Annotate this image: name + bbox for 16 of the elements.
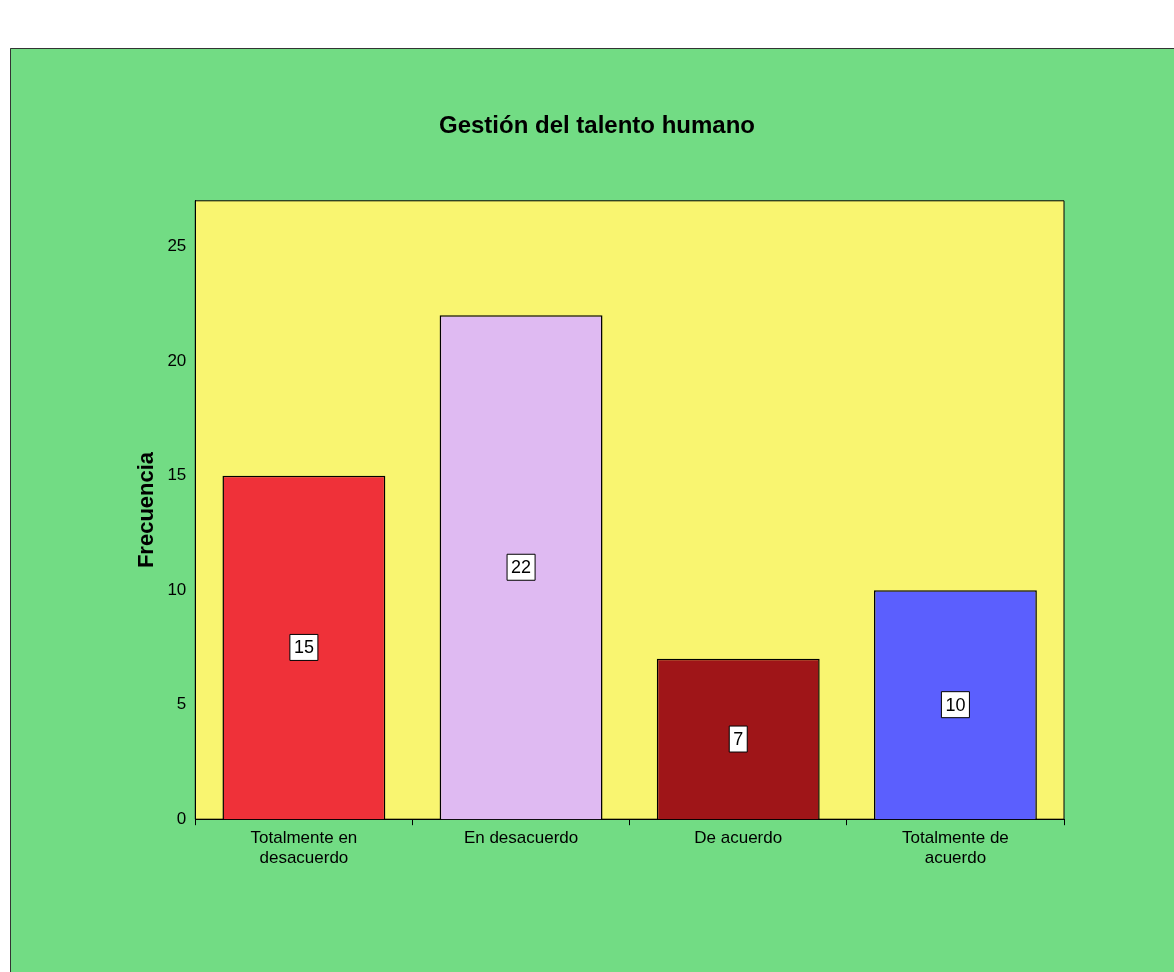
- x-tick-label: Totalmente de acuerdo: [902, 828, 1009, 868]
- x-tick-label: Totalmente en desacuerdo: [250, 828, 358, 868]
- data-label: 7: [733, 729, 744, 750]
- y-tick-label: 10: [167, 579, 187, 599]
- y-tick-label: 15: [167, 465, 187, 485]
- y-tick-label: 25: [167, 236, 187, 256]
- chart-title: Gestión del talento humano: [438, 111, 756, 139]
- data-label: 22: [511, 557, 532, 578]
- y-tick-label: 5: [176, 694, 187, 714]
- data-label: 10: [945, 694, 966, 715]
- data-label: 15: [293, 637, 314, 658]
- y-tick-label: 20: [167, 350, 187, 370]
- x-tick-label: De acuerdo: [694, 828, 783, 848]
- y-axis-title: Frecuencia: [133, 451, 159, 569]
- x-tick-label: En desacuerdo: [463, 828, 579, 848]
- y-tick-label: 0: [176, 808, 187, 828]
